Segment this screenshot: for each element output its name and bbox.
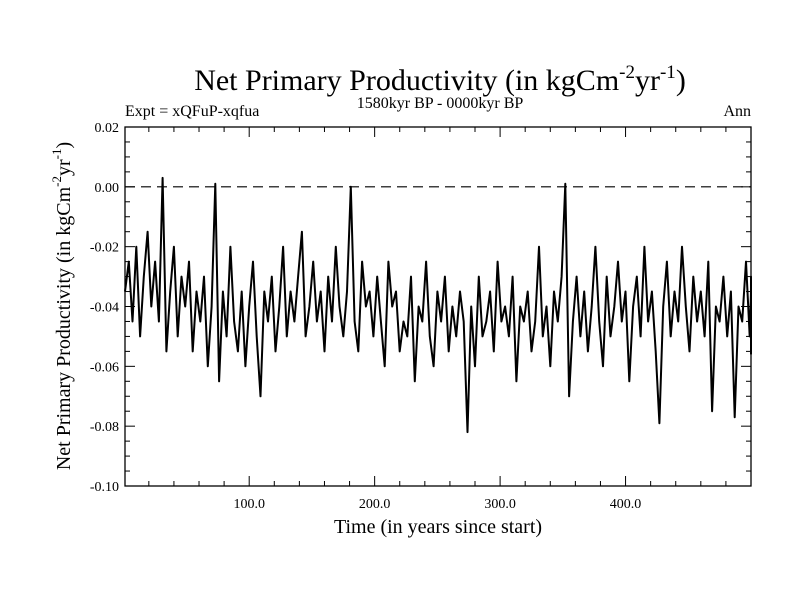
y-tick-label: -0.08 — [90, 420, 119, 435]
y-tick-label: -0.10 — [90, 480, 119, 495]
npp-series-line — [124, 176, 752, 434]
y-tick-label: -0.02 — [90, 241, 119, 256]
axis-tick-labels: 100.0 200.0 300.0 400.0 0.02 0.00 -0.02 -0.04 -0… — [90, 121, 641, 512]
plot-frame — [124, 126, 752, 487]
period-label: 1580kyr BP - 0000kyr BP — [357, 95, 524, 112]
y-tick-label: -0.04 — [90, 301, 119, 316]
x-tick-label: 300.0 — [484, 497, 516, 512]
x-tick-label: 200.0 — [359, 497, 391, 512]
y-tick-label: 0.02 — [95, 121, 120, 136]
x-tick-label: 100.0 — [233, 497, 265, 512]
axis-ticks — [125, 126, 751, 487]
y-axis-label: Net Primary Productivity (in kgCm-2yr-1) — [49, 142, 75, 470]
y-tick-label: 0.00 — [95, 181, 120, 196]
y-tick-label: -0.06 — [90, 360, 119, 375]
x-axis-label: Time (in years since start) — [334, 516, 542, 538]
experiment-label: Expt = xQFuP-xqfua — [125, 103, 259, 120]
x-tick-label: 400.0 — [610, 497, 642, 512]
season-label: Ann — [723, 103, 751, 120]
chart-title: Net Primary Productivity (in kgCm-2yr-1) — [194, 62, 686, 97]
